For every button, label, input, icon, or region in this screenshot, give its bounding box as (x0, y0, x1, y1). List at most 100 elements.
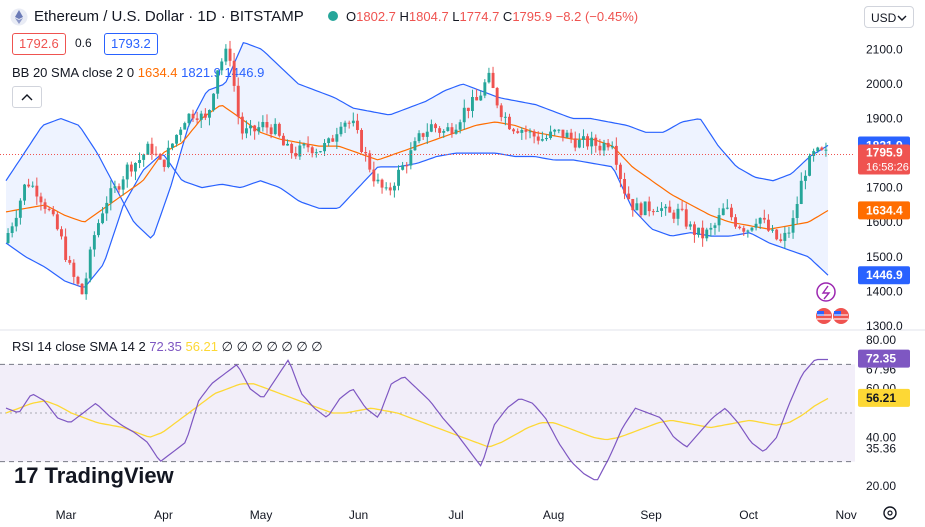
time-axis[interactable]: Mar Apr May Jun Jul Aug Sep Oct Nov (56, 508, 857, 522)
bollinger-lower-line (5, 152, 829, 288)
candle-body (84, 278, 88, 295)
lightning-icon[interactable] (816, 282, 836, 302)
candle-body (166, 147, 170, 167)
candlestick-series (6, 40, 828, 300)
bollinger-label: BB 20 SMA close 2 0 (12, 65, 135, 80)
price-tick-label: 1300.0 (866, 319, 903, 333)
candle-body (417, 133, 421, 142)
candle-body (384, 187, 388, 189)
rsi-tick-label: 20.00 (866, 479, 896, 493)
symbol-title[interactable]: Ethereum / U.S. Dollar · 1D · BITSTAMP (34, 8, 304, 25)
change-value: −8.2 (−0.45%) (555, 9, 639, 24)
candle-body (76, 276, 80, 284)
candle-body (516, 131, 520, 133)
candle-body (97, 223, 100, 236)
candle-body (553, 129, 557, 132)
candle-body (643, 201, 647, 216)
close-value: 1795.9 (512, 9, 553, 24)
candle-body (812, 151, 816, 156)
candle-body (672, 212, 676, 219)
candle-body (676, 208, 680, 219)
bollinger-bands (5, 41, 829, 288)
low-value: 1774.7 (459, 9, 500, 24)
candle-body (438, 128, 442, 133)
candle-body (191, 113, 195, 119)
candle-body (220, 61, 224, 71)
currency-select[interactable]: USD (864, 6, 914, 28)
candle-body (401, 165, 405, 170)
candle-body (142, 154, 146, 160)
candle-body (405, 165, 409, 167)
candle-body (442, 131, 446, 133)
time-tick-label: Sep (640, 508, 662, 522)
collapse-legend-button[interactable] (12, 86, 42, 108)
candle-body (413, 141, 417, 151)
candle-body (409, 150, 413, 166)
buy-price-button[interactable]: 1793.2 (104, 33, 158, 55)
price-axis[interactable]: 2100.02000.01900.01800.01700.01600.01500… (866, 42, 903, 333)
candle-body (18, 200, 22, 218)
candle-body (762, 217, 766, 220)
us-flag-events-icon[interactable] (816, 308, 849, 324)
lower-band-label-bg (858, 266, 910, 285)
candle-body (705, 229, 709, 239)
tradingview-logo[interactable]: 17 TradingView (14, 463, 174, 489)
candle-body (684, 209, 688, 227)
currency-value: USD (871, 11, 897, 25)
candle-body (43, 202, 47, 209)
candle-body (397, 169, 400, 186)
candle-body (240, 116, 244, 134)
candle-body (429, 124, 433, 132)
axis-price-labels: 1821.91795.916:58:261634.41446.972.3556.… (858, 136, 910, 407)
candle-body (47, 208, 51, 210)
candle-body (787, 232, 791, 234)
settings-gear-icon[interactable] (883, 506, 897, 520)
candle-body (39, 196, 43, 203)
candle-body (767, 219, 770, 231)
candle-body (524, 130, 528, 132)
rsi-legend[interactable]: RSI 14 close SMA 14 2 72.35 56.21 ∅ ∅ ∅ … (12, 339, 323, 355)
candle-body (795, 204, 799, 218)
last-price-label-sub: 16:58:26 (866, 161, 909, 173)
candle-body (557, 129, 561, 131)
candle-body (80, 283, 84, 295)
candle-body (183, 123, 187, 130)
candle-body (88, 249, 92, 279)
candle-body (717, 215, 721, 226)
candle-body (639, 203, 643, 216)
candle-body (771, 229, 774, 231)
candle-body (314, 152, 318, 154)
open-value: 1802.7 (356, 9, 396, 24)
price-tick-label: 1500.0 (866, 250, 903, 264)
candle-body (323, 143, 326, 152)
rsi-sma-label: 56.21 (866, 391, 896, 405)
chevron-down-icon (897, 15, 907, 21)
rsi-value-label: 72.35 (866, 352, 896, 366)
candle-body (619, 164, 622, 179)
candle-body (709, 227, 713, 230)
candle-body (565, 132, 569, 138)
candle-body (450, 127, 454, 134)
time-tick-label: Apr (154, 508, 173, 522)
rsi-tick-label: 80.00 (866, 333, 896, 347)
bollinger-upper-value: 1821.9 (181, 65, 221, 80)
candle-body (602, 142, 606, 151)
candle-body (208, 110, 211, 118)
candle-body (216, 70, 220, 94)
bollinger-basis-line (5, 104, 829, 230)
spread-value: 0.6 (75, 36, 92, 50)
tradingview-wordmark: TradingView (44, 463, 174, 488)
candle-body (199, 113, 203, 120)
sell-price-button[interactable]: 1792.6 (12, 33, 66, 55)
candle-body (380, 179, 384, 188)
candle-body (290, 143, 294, 154)
candle-body (528, 131, 532, 133)
candle-body (171, 143, 174, 148)
candle-body (134, 163, 137, 172)
candle-body (146, 143, 150, 155)
candle-body (105, 202, 109, 214)
candle-body (520, 130, 524, 133)
candle-body (393, 185, 396, 191)
ethereum-logo-icon (10, 8, 28, 26)
